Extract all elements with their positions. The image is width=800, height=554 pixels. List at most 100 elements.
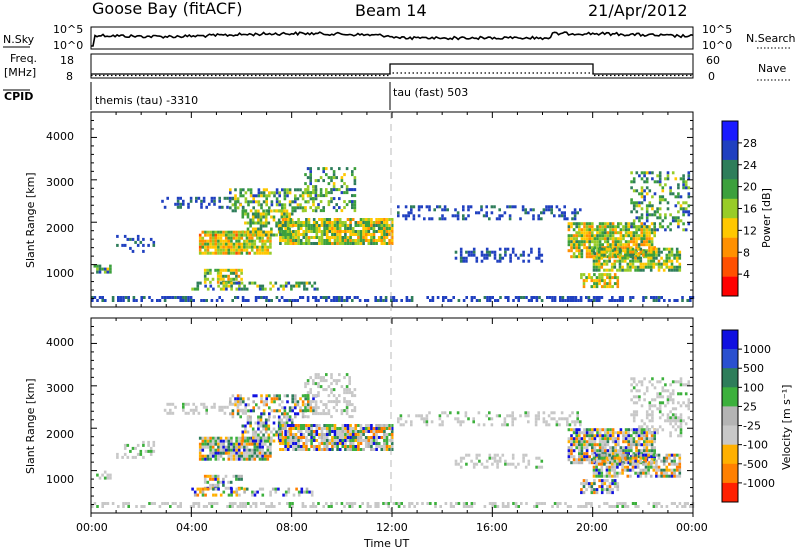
scatter-cell <box>256 448 259 452</box>
scatter-cell <box>382 502 385 505</box>
scatter-cell <box>330 391 333 395</box>
scatter-cell <box>286 502 289 505</box>
scatter-cell <box>310 445 313 448</box>
scatter-cell <box>627 449 630 453</box>
scatter-cell <box>618 265 622 269</box>
scatter-cell <box>266 454 270 458</box>
scatter-cell <box>417 414 421 418</box>
scatter-cell <box>325 230 329 233</box>
scatter-cell <box>269 493 272 497</box>
scatter-cell <box>279 224 282 227</box>
scatter-cell <box>315 448 319 451</box>
scatter-cell <box>336 218 339 221</box>
scatter-cell <box>314 373 318 377</box>
scatter-cell <box>257 203 261 207</box>
scatter-cell <box>632 386 636 390</box>
scatter-cell <box>270 430 273 434</box>
scatter-cell <box>670 265 674 269</box>
scatter-cell <box>249 424 252 428</box>
scatter-cell <box>580 273 583 277</box>
scatter-cell <box>320 221 324 224</box>
scatter-cell <box>598 243 602 247</box>
scatter-cell <box>619 237 623 241</box>
scatter-cell <box>237 230 241 234</box>
scatter-cell <box>372 233 376 236</box>
scatter-cell <box>656 395 659 399</box>
scatter-cell <box>236 403 240 407</box>
scatter-cell <box>648 437 651 441</box>
scatter-cell <box>312 412 315 416</box>
scatter-cell <box>638 428 641 432</box>
scatter-cell <box>278 397 281 401</box>
scatter-cell <box>231 197 235 201</box>
scatter-cell <box>687 195 691 199</box>
scatter-cell <box>251 212 255 216</box>
scatter-cell <box>588 443 591 447</box>
scatter-cell <box>302 436 306 439</box>
colorbar-tick-label: 100 <box>743 381 764 394</box>
scatter-cell <box>598 240 602 244</box>
scatter-cell <box>305 424 308 427</box>
scatter-cell <box>530 296 533 299</box>
scatter-cell <box>596 243 599 247</box>
scatter-cell <box>596 231 599 235</box>
scatter-cell <box>323 221 326 224</box>
scatter-cell <box>645 213 649 217</box>
scatter-cell <box>590 285 594 289</box>
scatter-cell <box>312 424 316 427</box>
scatter-cell <box>346 430 350 433</box>
scatter-cell <box>606 234 610 238</box>
scatter-cell <box>259 221 263 225</box>
scatter-cell <box>619 222 623 226</box>
scatter-cell <box>658 180 662 184</box>
scatter-cell <box>269 287 272 291</box>
scatter-cell <box>299 448 303 451</box>
scatter-cell <box>362 239 365 242</box>
scatter-cell <box>258 445 262 449</box>
scatter-cell <box>652 468 656 472</box>
scatter-cell <box>441 208 444 212</box>
scatter-cell <box>522 456 525 460</box>
scatter-cell <box>344 233 347 236</box>
scatter-cell <box>357 445 360 448</box>
scatter-cell <box>689 299 692 302</box>
scatter-cell <box>617 240 620 244</box>
scatter-cell <box>601 428 604 432</box>
scatter-cell <box>677 425 680 429</box>
scatter-cell <box>638 431 641 435</box>
scatter-cell <box>520 296 523 299</box>
scatter-cell <box>630 186 633 190</box>
scatter-cell <box>578 428 581 432</box>
scatter-cell <box>624 234 628 238</box>
scatter-cell <box>109 264 112 268</box>
scatter-cell <box>231 505 234 508</box>
scatter-cell <box>645 240 649 244</box>
scatter-cell <box>251 281 254 285</box>
scatter-cell <box>346 218 350 221</box>
scatter-cell <box>241 299 245 302</box>
scatter-cell <box>570 240 573 244</box>
scatter-cell <box>119 299 123 302</box>
scatter-cell <box>611 431 615 435</box>
scatter-cell <box>219 281 223 285</box>
scatter-cell <box>227 245 231 249</box>
scatter-cell <box>397 420 400 424</box>
scatter-cell <box>325 439 329 442</box>
scatter-cell <box>244 439 247 443</box>
scatter-cell <box>285 212 289 216</box>
scatter-cell <box>281 439 285 442</box>
scatter-cell <box>478 453 481 457</box>
scatter-cell <box>417 214 421 218</box>
scatter-cell <box>598 449 602 453</box>
scatter-cell <box>634 265 637 269</box>
scatter-cell <box>163 296 167 299</box>
scatter-cell <box>206 242 210 246</box>
scatter-cell <box>593 449 597 453</box>
scatter-cell <box>317 299 320 302</box>
scatter-cell <box>314 400 318 404</box>
scatter-cell <box>132 296 136 299</box>
scatter-cell <box>305 490 309 494</box>
scatter-cell <box>289 442 293 445</box>
scatter-cell <box>325 296 328 299</box>
scatter-cell <box>595 491 599 495</box>
